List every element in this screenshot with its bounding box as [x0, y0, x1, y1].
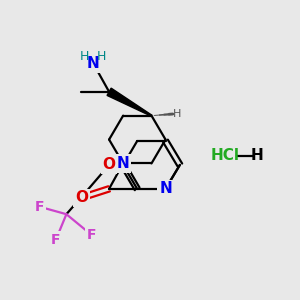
Text: H: H: [173, 109, 182, 119]
Polygon shape: [107, 88, 152, 116]
Text: H: H: [250, 148, 263, 164]
Text: HCl: HCl: [210, 148, 239, 164]
Text: O: O: [75, 190, 88, 205]
Text: H: H: [97, 50, 106, 63]
Text: N: N: [159, 181, 172, 196]
Text: F: F: [51, 232, 61, 247]
Text: O: O: [103, 158, 116, 172]
Text: H: H: [80, 50, 90, 63]
Text: F: F: [87, 228, 97, 242]
Text: N: N: [117, 156, 130, 171]
Text: F: F: [35, 200, 44, 214]
Text: N: N: [87, 56, 100, 71]
